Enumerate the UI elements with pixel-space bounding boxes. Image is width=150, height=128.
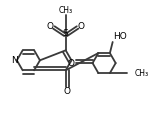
Text: O: O	[46, 22, 54, 31]
Text: HO: HO	[113, 32, 127, 41]
Text: O: O	[68, 59, 75, 68]
Text: CH₃: CH₃	[59, 6, 73, 15]
Text: N: N	[11, 56, 17, 65]
Text: CH₃: CH₃	[135, 69, 149, 78]
Text: O: O	[63, 87, 70, 96]
Text: O: O	[78, 22, 85, 31]
Text: S: S	[63, 29, 69, 38]
